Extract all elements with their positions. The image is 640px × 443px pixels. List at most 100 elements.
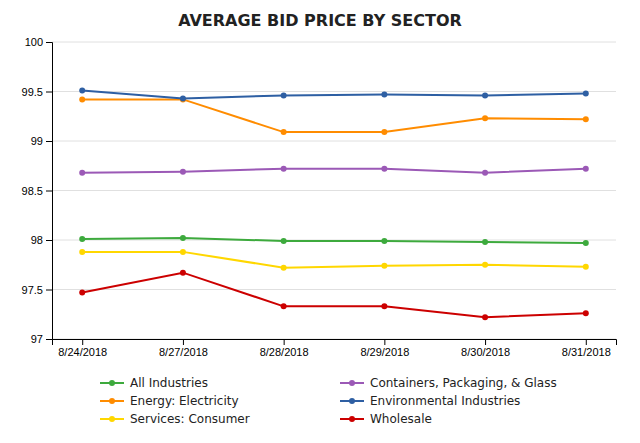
tick-label: 8/28/2018 [260, 346, 309, 358]
grid-line [52, 141, 616, 142]
tick: 99 [31, 135, 52, 147]
marker [583, 264, 589, 270]
tick-mark [46, 290, 52, 291]
series [79, 235, 589, 246]
marker [180, 95, 186, 101]
series [79, 166, 589, 176]
marker [180, 235, 186, 241]
grid [52, 42, 616, 339]
legend-swatch [349, 398, 355, 404]
tick: 98 [31, 234, 52, 246]
tick-mark [46, 141, 52, 142]
marker [281, 92, 287, 98]
tick-label: 8/30/2018 [461, 346, 510, 358]
tick-label: 97.5 [22, 284, 43, 296]
tick-label: 99.5 [22, 86, 43, 98]
tick-label: 8/24/2018 [58, 346, 107, 358]
line [82, 252, 586, 268]
axis-line [53, 340, 617, 346]
line [82, 273, 586, 318]
tick: 8/31/2018 [562, 339, 611, 358]
marker [381, 303, 387, 309]
legend-swatch [349, 416, 355, 422]
marker [79, 96, 85, 102]
series [79, 96, 589, 135]
marker [79, 170, 85, 176]
grid-line [52, 91, 616, 92]
tick-mark [46, 191, 52, 192]
tick-mark [46, 339, 52, 340]
tick: 8/30/2018 [461, 339, 510, 358]
tick-mark [183, 339, 184, 345]
legend-item: Wholesale [340, 412, 432, 426]
marker [79, 88, 85, 94]
marker [482, 314, 488, 320]
legend-item: Services: Consumer [100, 412, 250, 426]
legend-swatch [109, 380, 115, 386]
tick-label: 98 [31, 234, 43, 246]
series-group [79, 88, 589, 321]
tick-mark [46, 240, 52, 241]
tick-mark [46, 42, 52, 43]
tick: 100 [25, 36, 52, 48]
tick: 99.5 [22, 86, 52, 98]
legend-item: Environmental Industries [340, 394, 520, 408]
series [79, 88, 589, 102]
tick-mark [586, 339, 587, 345]
tick-mark [485, 339, 486, 345]
marker [281, 166, 287, 172]
marker [281, 129, 287, 135]
marker [583, 90, 589, 96]
marker [79, 236, 85, 242]
tick: 8/28/2018 [260, 339, 309, 358]
tick: 8/24/2018 [58, 339, 107, 358]
grid-line [52, 289, 616, 290]
legend-label: All Industries [130, 376, 208, 390]
marker [79, 289, 85, 295]
marker [79, 249, 85, 255]
grid-line [52, 42, 616, 43]
legend-label: Wholesale [370, 412, 432, 426]
legend-swatch [109, 416, 115, 422]
plot: 8/24/2018 8/27/2018 8/28/2018 8/29/2018 8/30… [22, 36, 617, 358]
legend-label: Energy: Electricity [130, 394, 239, 408]
tick: 8/27/2018 [159, 339, 208, 358]
marker [180, 96, 186, 102]
title: AVERAGE BID PRICE BY SECTOR [178, 11, 462, 30]
grid-line [52, 190, 616, 191]
marker [583, 116, 589, 122]
legend-swatch [349, 380, 355, 386]
tick-mark [384, 339, 385, 345]
chart: AVERAGE BID PRICE BY SECTOR 8/24/2018 8/27… [0, 0, 640, 443]
marker [281, 303, 287, 309]
series [79, 270, 589, 321]
legend-label: Services: Consumer [130, 412, 250, 426]
marker [381, 238, 387, 244]
tick-label: 8/29/2018 [360, 346, 409, 358]
marker [482, 170, 488, 176]
marker [482, 262, 488, 268]
x-axis: 8/24/2018 8/27/2018 8/28/2018 8/29/2018 8/30… [53, 339, 617, 358]
tick-label: 98.5 [22, 185, 43, 197]
marker [482, 115, 488, 121]
tick: 8/29/2018 [360, 339, 409, 358]
tick: 98.5 [22, 185, 52, 197]
legend-swatch [109, 398, 115, 404]
tick-label: 8/31/2018 [562, 346, 611, 358]
tick: 97.5 [22, 284, 52, 296]
line [82, 99, 586, 132]
line [82, 91, 586, 99]
line [82, 169, 586, 173]
tick-mark [82, 339, 83, 345]
marker [583, 166, 589, 172]
legend-label: Containers, Packaging, & Glass [370, 376, 557, 390]
tick-label: 99 [31, 135, 43, 147]
legend-label: Environmental Industries [370, 394, 520, 408]
marker [381, 91, 387, 97]
legend-item: Energy: Electricity [100, 394, 239, 408]
axis-line [46, 43, 53, 340]
legend-item: Containers, Packaging, & Glass [340, 376, 557, 390]
marker [281, 238, 287, 244]
tick-label: 97 [31, 333, 43, 345]
series [79, 249, 589, 271]
